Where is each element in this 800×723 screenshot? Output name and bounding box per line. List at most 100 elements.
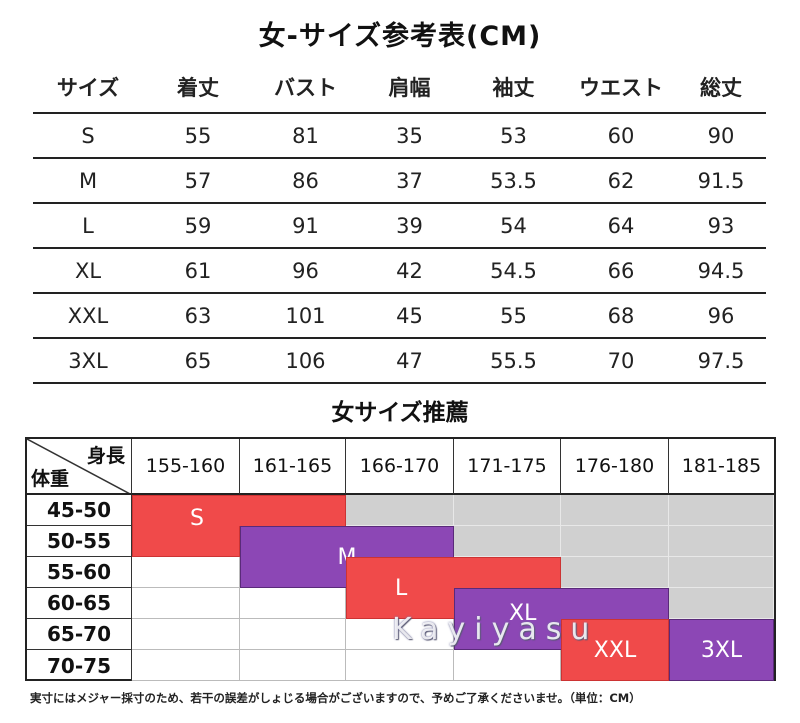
- header-waist: ウエスト: [579, 76, 663, 100]
- table-cell: 66: [607, 258, 635, 283]
- table-cell: 81: [292, 123, 319, 148]
- grid-cell: [561, 495, 669, 526]
- grid-cell: [346, 495, 454, 526]
- measurement-note: 実寸にはメジャー採寸のため、若干の誤差がしょじる場合がございますので、予めご了承…: [30, 691, 641, 705]
- grid-cell: [240, 588, 346, 619]
- grid-cell: [669, 557, 774, 588]
- size-label: S: [190, 506, 204, 531]
- table-row: M 57 86 37 53.5 62 91.5: [33, 159, 766, 204]
- table-cell: 63: [184, 303, 212, 328]
- grid-cell: [132, 588, 240, 619]
- grid-cell: [454, 526, 561, 557]
- table-cell: 59: [184, 213, 212, 238]
- table-row: S 55 81 35 53 60 90: [33, 114, 766, 159]
- table-cell: 60: [607, 123, 635, 148]
- size-label: XXL: [593, 638, 637, 663]
- table-cell: 54.5: [490, 258, 537, 283]
- size-table-header: サイズ 着丈 バスト 肩幅 袖丈 ウエスト 総丈: [33, 62, 766, 114]
- grid-cell: [132, 650, 240, 681]
- header-size: サイズ: [56, 76, 120, 100]
- table-cell: 101: [285, 303, 326, 328]
- grid-cell: [669, 495, 774, 526]
- grid-cell: [132, 619, 240, 650]
- grid-cell: [561, 526, 669, 557]
- table-cell: 53: [500, 123, 527, 148]
- table-cell: 39: [396, 213, 423, 238]
- table-row: XXL 63 101 45 55 68 96: [33, 294, 766, 339]
- table-cell: 94.5: [697, 258, 745, 283]
- table-cell: 65: [184, 348, 212, 373]
- grid-corner: 身長 体重: [27, 439, 132, 495]
- corner-diagonal-line: [27, 439, 130, 493]
- weight-header: 45-50: [27, 495, 132, 526]
- height-header: 171-175: [454, 439, 561, 495]
- header-total-length: 総丈: [700, 76, 742, 100]
- table-cell: 96: [707, 303, 735, 328]
- grid-cell: [669, 588, 774, 619]
- table-cell: 47: [396, 348, 423, 373]
- grid-cell: [346, 619, 454, 650]
- table-cell: S: [81, 123, 95, 148]
- watermark-text: Kayiyasu: [392, 612, 599, 647]
- table-cell: XL: [74, 258, 102, 283]
- weight-header: 60-65: [27, 588, 132, 619]
- table-cell: XXL: [67, 303, 109, 328]
- table-cell: 64: [607, 213, 635, 238]
- height-axis-label: 身長: [86, 445, 125, 467]
- table-row: L 59 91 39 54 64 93: [33, 204, 766, 249]
- table-cell: 54: [500, 213, 527, 238]
- size-block-s-lower: [132, 526, 240, 557]
- grid-cell: [240, 619, 346, 650]
- table-cell: 45: [396, 303, 423, 328]
- table-cell: 93: [707, 213, 735, 238]
- header-sleeve: 袖丈: [492, 76, 535, 100]
- table-cell: 55: [184, 123, 212, 148]
- size-recommend-grid: 身長 体重 155-160 161-165 166-170 171-175 17…: [25, 437, 776, 681]
- size-label: XL: [509, 601, 537, 626]
- header-shoulder: 肩幅: [388, 76, 431, 100]
- table-cell: 55.5: [490, 348, 537, 373]
- table-cell: 96: [292, 258, 319, 283]
- table-cell: 91.5: [697, 168, 745, 193]
- table-cell: 62: [607, 168, 635, 193]
- grid-cell: [132, 557, 240, 588]
- grid-cell: [346, 650, 454, 681]
- height-header: 181-185: [669, 439, 774, 495]
- size-label: L: [395, 576, 408, 601]
- table-cell: M: [78, 168, 98, 193]
- table-cell: 42: [396, 258, 423, 283]
- weight-header: 70-75: [27, 650, 132, 681]
- table-cell: 57: [184, 168, 212, 193]
- table-cell: L: [82, 213, 94, 238]
- table-cell: 106: [285, 348, 326, 373]
- grid-cell: [454, 495, 561, 526]
- table-cell: 91: [292, 213, 319, 238]
- size-table: サイズ 着丈 バスト 肩幅 袖丈 ウエスト 総丈 S 55 81 35 53 6…: [33, 62, 766, 384]
- grid-cell: [454, 650, 561, 681]
- height-header: 155-160: [132, 439, 240, 495]
- height-header: 161-165: [240, 439, 346, 495]
- size-block-xxl: XXL: [561, 619, 669, 681]
- weight-header: 50-55: [27, 526, 132, 557]
- height-header: 176-180: [561, 439, 669, 495]
- recommend-title: 女サイズ推薦: [331, 400, 469, 426]
- header-length: 着丈: [177, 76, 219, 100]
- table-cell: 90: [707, 123, 735, 148]
- grid-cell: [240, 650, 346, 681]
- table-cell: 53.5: [490, 168, 537, 193]
- grid-cell: [669, 526, 774, 557]
- table-cell: 68: [607, 303, 635, 328]
- table-cell: 86: [292, 168, 319, 193]
- table-cell: 37: [396, 168, 423, 193]
- table-row: XL 61 96 42 54.5 66 94.5: [33, 249, 766, 294]
- table-row: 3XL 65 106 47 55.5 70 97.5: [33, 339, 766, 384]
- weight-axis-label: 体重: [31, 468, 70, 490]
- table-cell: 55: [500, 303, 527, 328]
- size-block-3xl: 3XL: [669, 619, 774, 681]
- table-cell: 97.5: [697, 348, 745, 373]
- height-header: 166-170: [346, 439, 454, 495]
- size-chart-title: 女-サイズ参考表(CM): [258, 21, 542, 52]
- weight-header: 65-70: [27, 619, 132, 650]
- table-cell: 61: [184, 258, 212, 283]
- header-bust: バスト: [274, 76, 337, 100]
